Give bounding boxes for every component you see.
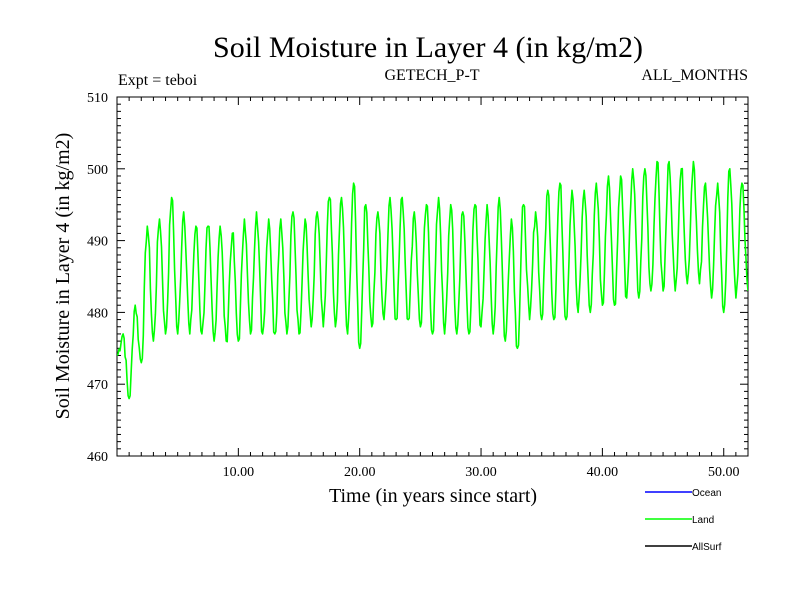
x-tick-label: 10.00 [223, 465, 255, 480]
y-tick-label: 490 [87, 235, 108, 250]
x-axis-label: Time (in years since start) [329, 485, 537, 507]
x-tick-label: 30.00 [465, 465, 497, 480]
y-axis: 460 470 480 490 500 510 [87, 91, 748, 465]
x-tick-label: 40.00 [587, 465, 619, 480]
x-tick-label: 50.00 [708, 465, 740, 480]
x-axis: 10.00 20.00 30.00 40.00 50.00 [128, 97, 740, 480]
legend-label-land: Land [692, 515, 714, 526]
x-tick-label: 20.00 [344, 465, 376, 480]
subtitle-months: ALL_MONTHS [641, 67, 748, 84]
subtitle-experiment: Expt = teboi [118, 72, 198, 89]
legend-label-ocean: Ocean [692, 488, 721, 499]
legend: Ocean Land AllSurf [645, 488, 722, 553]
y-tick-label: 480 [87, 306, 108, 321]
series-line-land [117, 160, 748, 400]
y-tick-label: 460 [87, 450, 108, 465]
y-axis-label: Soil Moisture in Layer 4 (in kg/m2) [52, 133, 74, 420]
y-tick-label: 510 [87, 91, 108, 106]
plot-area [117, 160, 748, 400]
legend-label-allsurf: AllSurf [692, 542, 722, 553]
subtitle-run: GETECH_P-T [384, 67, 479, 84]
y-tick-label: 470 [87, 378, 108, 393]
chart-title: Soil Moisture in Layer 4 (in kg/m2) [213, 31, 643, 64]
y-tick-label: 500 [87, 163, 108, 178]
